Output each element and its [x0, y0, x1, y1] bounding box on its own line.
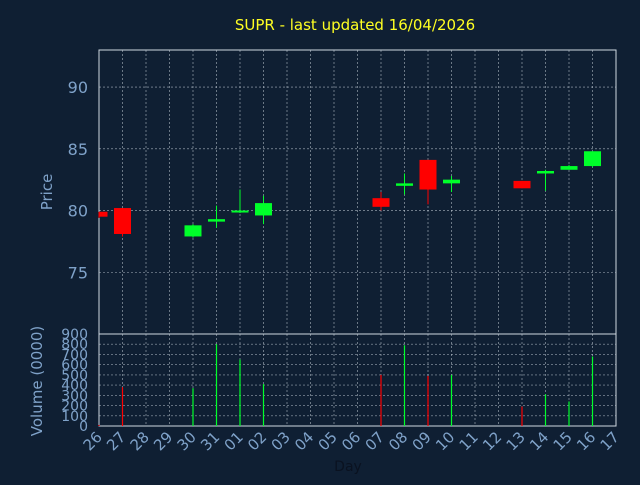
candle-body — [372, 198, 390, 207]
candlestick-series — [98, 151, 601, 238]
candle-body — [99, 211, 108, 217]
volume-tick-label: 400 — [61, 378, 88, 394]
price-axis-ticks: 75 80 85 90 — [68, 78, 88, 282]
volume-tick-label: 0 — [79, 419, 88, 435]
volume-series — [98, 344, 594, 426]
candle-body — [560, 166, 578, 170]
volume-tick-label: 200 — [61, 399, 88, 415]
candle-body — [513, 180, 531, 189]
volume-tick-label: 600 — [61, 358, 88, 374]
volume-tick-label: 500 — [61, 368, 88, 384]
price-tick-label: 85 — [68, 140, 88, 159]
volume-panel-frame — [98, 333, 617, 427]
price-tick-label: 80 — [68, 202, 88, 221]
day-axis-label: Day — [334, 459, 362, 475]
volume-tick-label: 100 — [61, 409, 88, 425]
volume-tick-label: 800 — [61, 337, 88, 353]
candle-body — [419, 159, 437, 190]
price-tick-label: 75 — [68, 263, 88, 282]
candle-body — [537, 171, 554, 174]
chart-title: SUPR - last updated 16/04/2026 — [235, 16, 475, 34]
candle-body — [255, 203, 272, 216]
volume-axis-label: Volume (0000) — [28, 326, 46, 436]
price-axis-label: Price — [38, 174, 56, 211]
candle-body — [396, 183, 413, 186]
candle-body — [114, 208, 131, 234]
candle-body — [231, 210, 249, 213]
candle-body — [208, 219, 225, 222]
volume-tick-label: 300 — [61, 388, 88, 404]
candle-body — [443, 179, 460, 184]
candle-body — [184, 225, 202, 237]
volume-tick-label: 900 — [61, 327, 88, 343]
candle-body — [584, 151, 601, 167]
day-axis-ticks: 2627282930310102030405060708091011121314… — [80, 428, 623, 454]
price-tick-label: 90 — [68, 78, 88, 97]
volume-tick-label: 700 — [61, 347, 88, 363]
price-gridlines — [99, 50, 616, 334]
